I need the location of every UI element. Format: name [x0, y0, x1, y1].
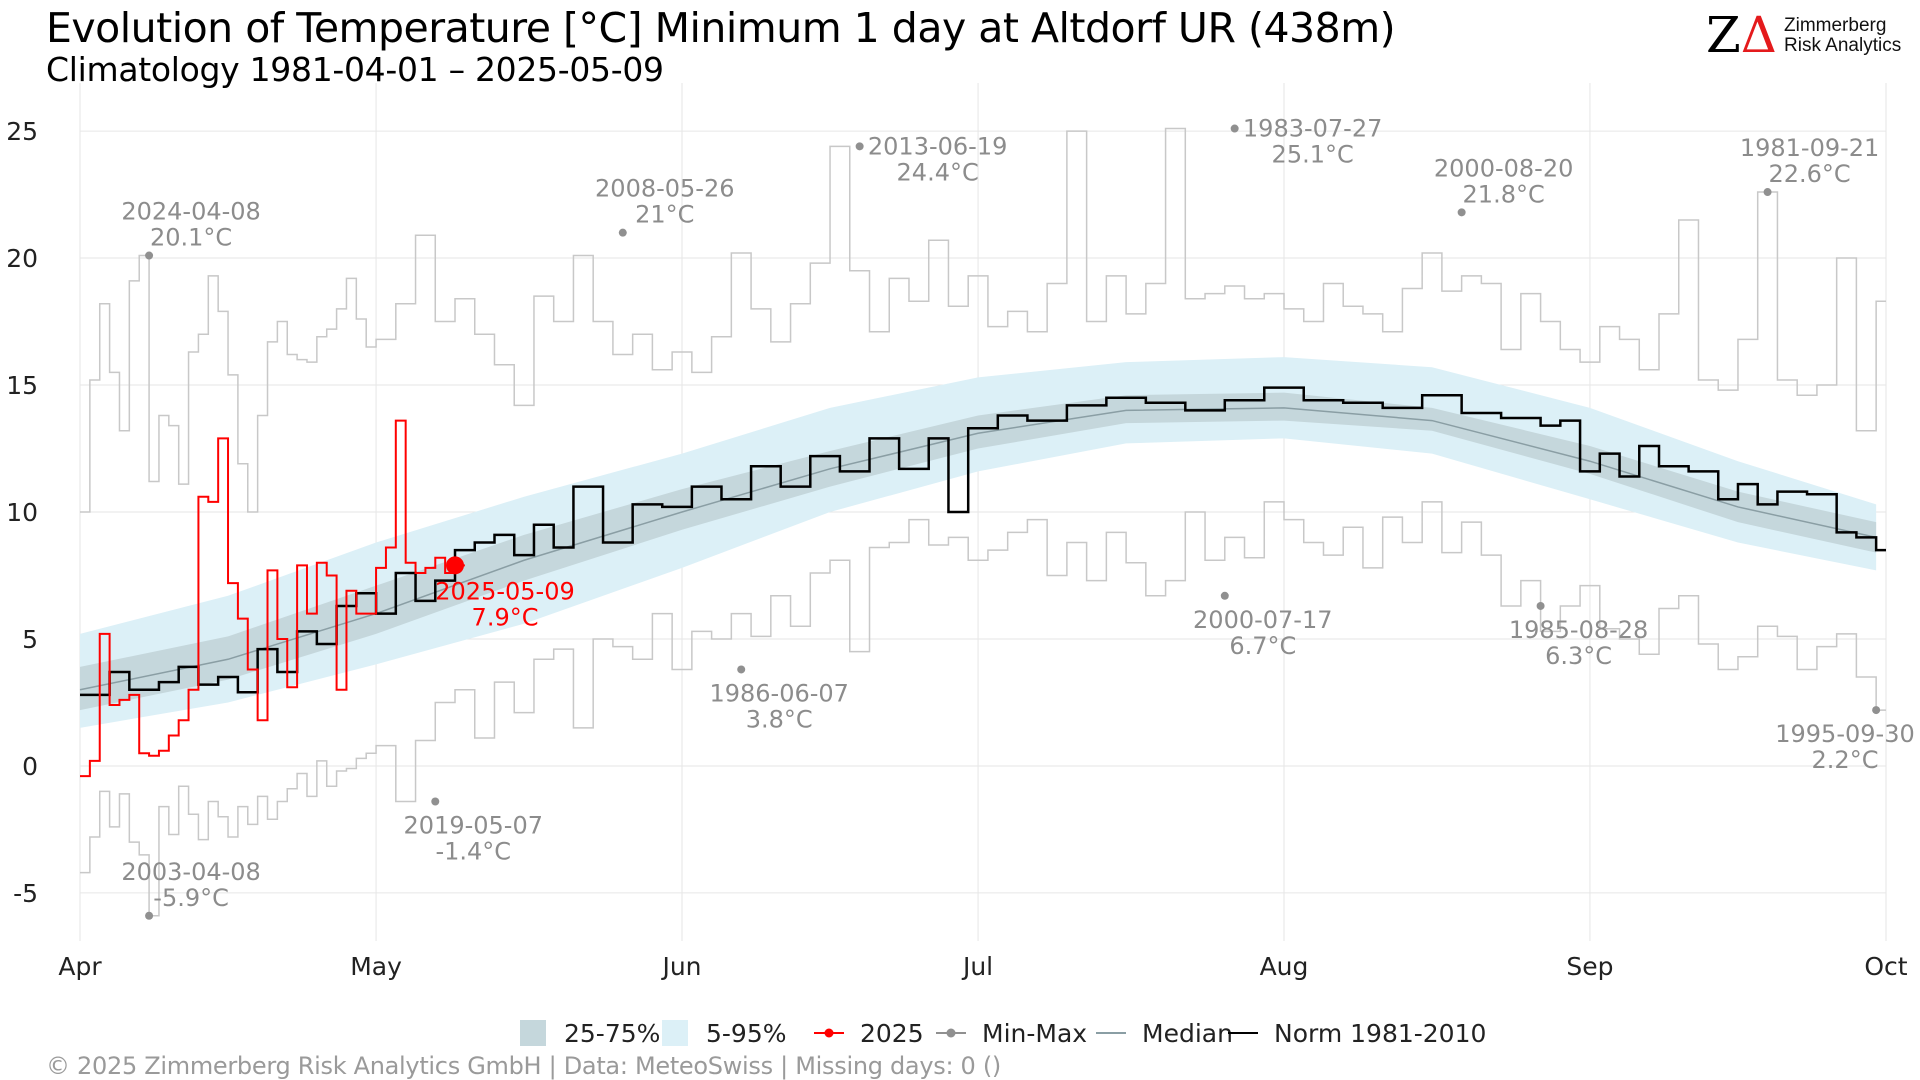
- annotation-date: 2003-04-08: [121, 858, 260, 886]
- logo-z: Z: [1706, 6, 1741, 64]
- company-logo: ZΔ Zimmerberg Risk Analytics: [1706, 10, 1906, 60]
- annotation-date: 2013-06-19: [868, 132, 1007, 160]
- legend-swatch: [520, 1020, 546, 1046]
- y-tick-label: 20: [6, 244, 38, 273]
- y-tick-label: 10: [6, 498, 38, 527]
- x-tick-label: Aug: [1260, 952, 1309, 981]
- y-tick-label: 5: [22, 625, 38, 654]
- annotation-date: 1995-09-30: [1775, 720, 1914, 748]
- extreme-point: [1872, 706, 1881, 715]
- annotation-value: 21.8°C: [1463, 180, 1545, 208]
- band-5-95: [80, 357, 1877, 728]
- annotation-date: 1981-09-21: [1740, 134, 1879, 162]
- annotation-date: 2019-05-07: [404, 811, 543, 839]
- copyright-footer: © 2025 Zimmerberg Risk Analytics GmbH | …: [46, 1052, 1001, 1080]
- annotation-value: 21°C: [635, 201, 694, 229]
- logo-mark: ZΔ: [1706, 10, 1777, 60]
- legend-label: 25-75%: [564, 1019, 660, 1048]
- x-tick-label: Jun: [660, 952, 701, 981]
- x-tick-label: May: [350, 952, 402, 981]
- annotation-date: 1985-08-28: [1509, 616, 1648, 644]
- extreme-point: [431, 797, 440, 806]
- x-tick-label: Sep: [1566, 952, 1613, 981]
- legend-label: Median: [1142, 1019, 1233, 1048]
- extreme-point: [1220, 591, 1229, 600]
- extreme-point: [737, 665, 746, 674]
- annotation-value: 22.6°C: [1768, 160, 1850, 188]
- y-tick-label: -5: [13, 879, 38, 908]
- legend-swatch-point: [946, 1028, 956, 1038]
- x-tick-label: Oct: [1864, 952, 1907, 981]
- logo-text: Zimmerberg Risk Analytics: [1784, 16, 1901, 56]
- series-2025-line: [80, 419, 465, 778]
- extreme-point: [855, 142, 864, 151]
- legend-swatch-point: [824, 1028, 834, 1038]
- logo-delta: Δ: [1740, 6, 1777, 64]
- annotation-value: 25.1°C: [1272, 141, 1354, 169]
- logo-line-1: Zimmerberg: [1784, 15, 1887, 36]
- extreme-point: [1536, 601, 1545, 610]
- annotation-value: 6.3°C: [1545, 642, 1612, 670]
- annotation-value: -1.4°C: [435, 837, 511, 865]
- logo-line-2: Risk Analytics: [1784, 35, 1902, 56]
- chart-title: Evolution of Temperature [°C] Minimum 1 …: [46, 4, 1396, 52]
- annotation-date: 2000-07-17: [1193, 606, 1332, 634]
- annotation-value: -5.9°C: [153, 884, 229, 912]
- legend-label: 5-95%: [706, 1019, 787, 1048]
- legend-swatch: [662, 1020, 688, 1046]
- current-value-label: 7.9°C: [472, 603, 539, 631]
- x-tick-label: Jul: [961, 952, 993, 981]
- annotation-value: 6.7°C: [1229, 632, 1296, 660]
- legend-label: Norm 1981-2010: [1274, 1019, 1486, 1048]
- extreme-point: [1230, 124, 1239, 133]
- y-tick-label: 15: [6, 371, 38, 400]
- y-tick-label: 0: [22, 752, 38, 781]
- annotation-date: 2000-08-20: [1434, 154, 1573, 182]
- x-tick-label: Apr: [58, 952, 102, 981]
- extreme-point: [145, 251, 154, 260]
- chart-subtitle: Climatology 1981-04-01 – 2025-05-09: [46, 50, 664, 89]
- legend-label: 2025: [860, 1019, 924, 1048]
- extreme-point: [1457, 208, 1466, 217]
- extreme-point: [145, 911, 154, 920]
- annotation-value: 20.1°C: [150, 224, 232, 252]
- legend-label: Min-Max: [982, 1019, 1087, 1048]
- annotation-value: 3.8°C: [746, 705, 813, 733]
- current-point: [446, 556, 465, 575]
- extreme-point: [1763, 188, 1772, 197]
- extreme-point: [618, 228, 627, 237]
- annotation-value: 2.2°C: [1812, 746, 1879, 774]
- series-max-line: [80, 127, 1886, 513]
- y-tick-label: 25: [6, 117, 38, 146]
- annotation-date: 1983-07-27: [1243, 115, 1382, 143]
- current-date-label: 2025-05-09: [435, 577, 574, 605]
- series-norm-line: [80, 386, 1886, 697]
- annotation-value: 24.4°C: [897, 158, 979, 186]
- annotation-date: 1986-06-07: [709, 679, 848, 707]
- annotation-date: 2008-05-26: [595, 175, 734, 203]
- annotation-date: 2024-04-08: [121, 198, 260, 226]
